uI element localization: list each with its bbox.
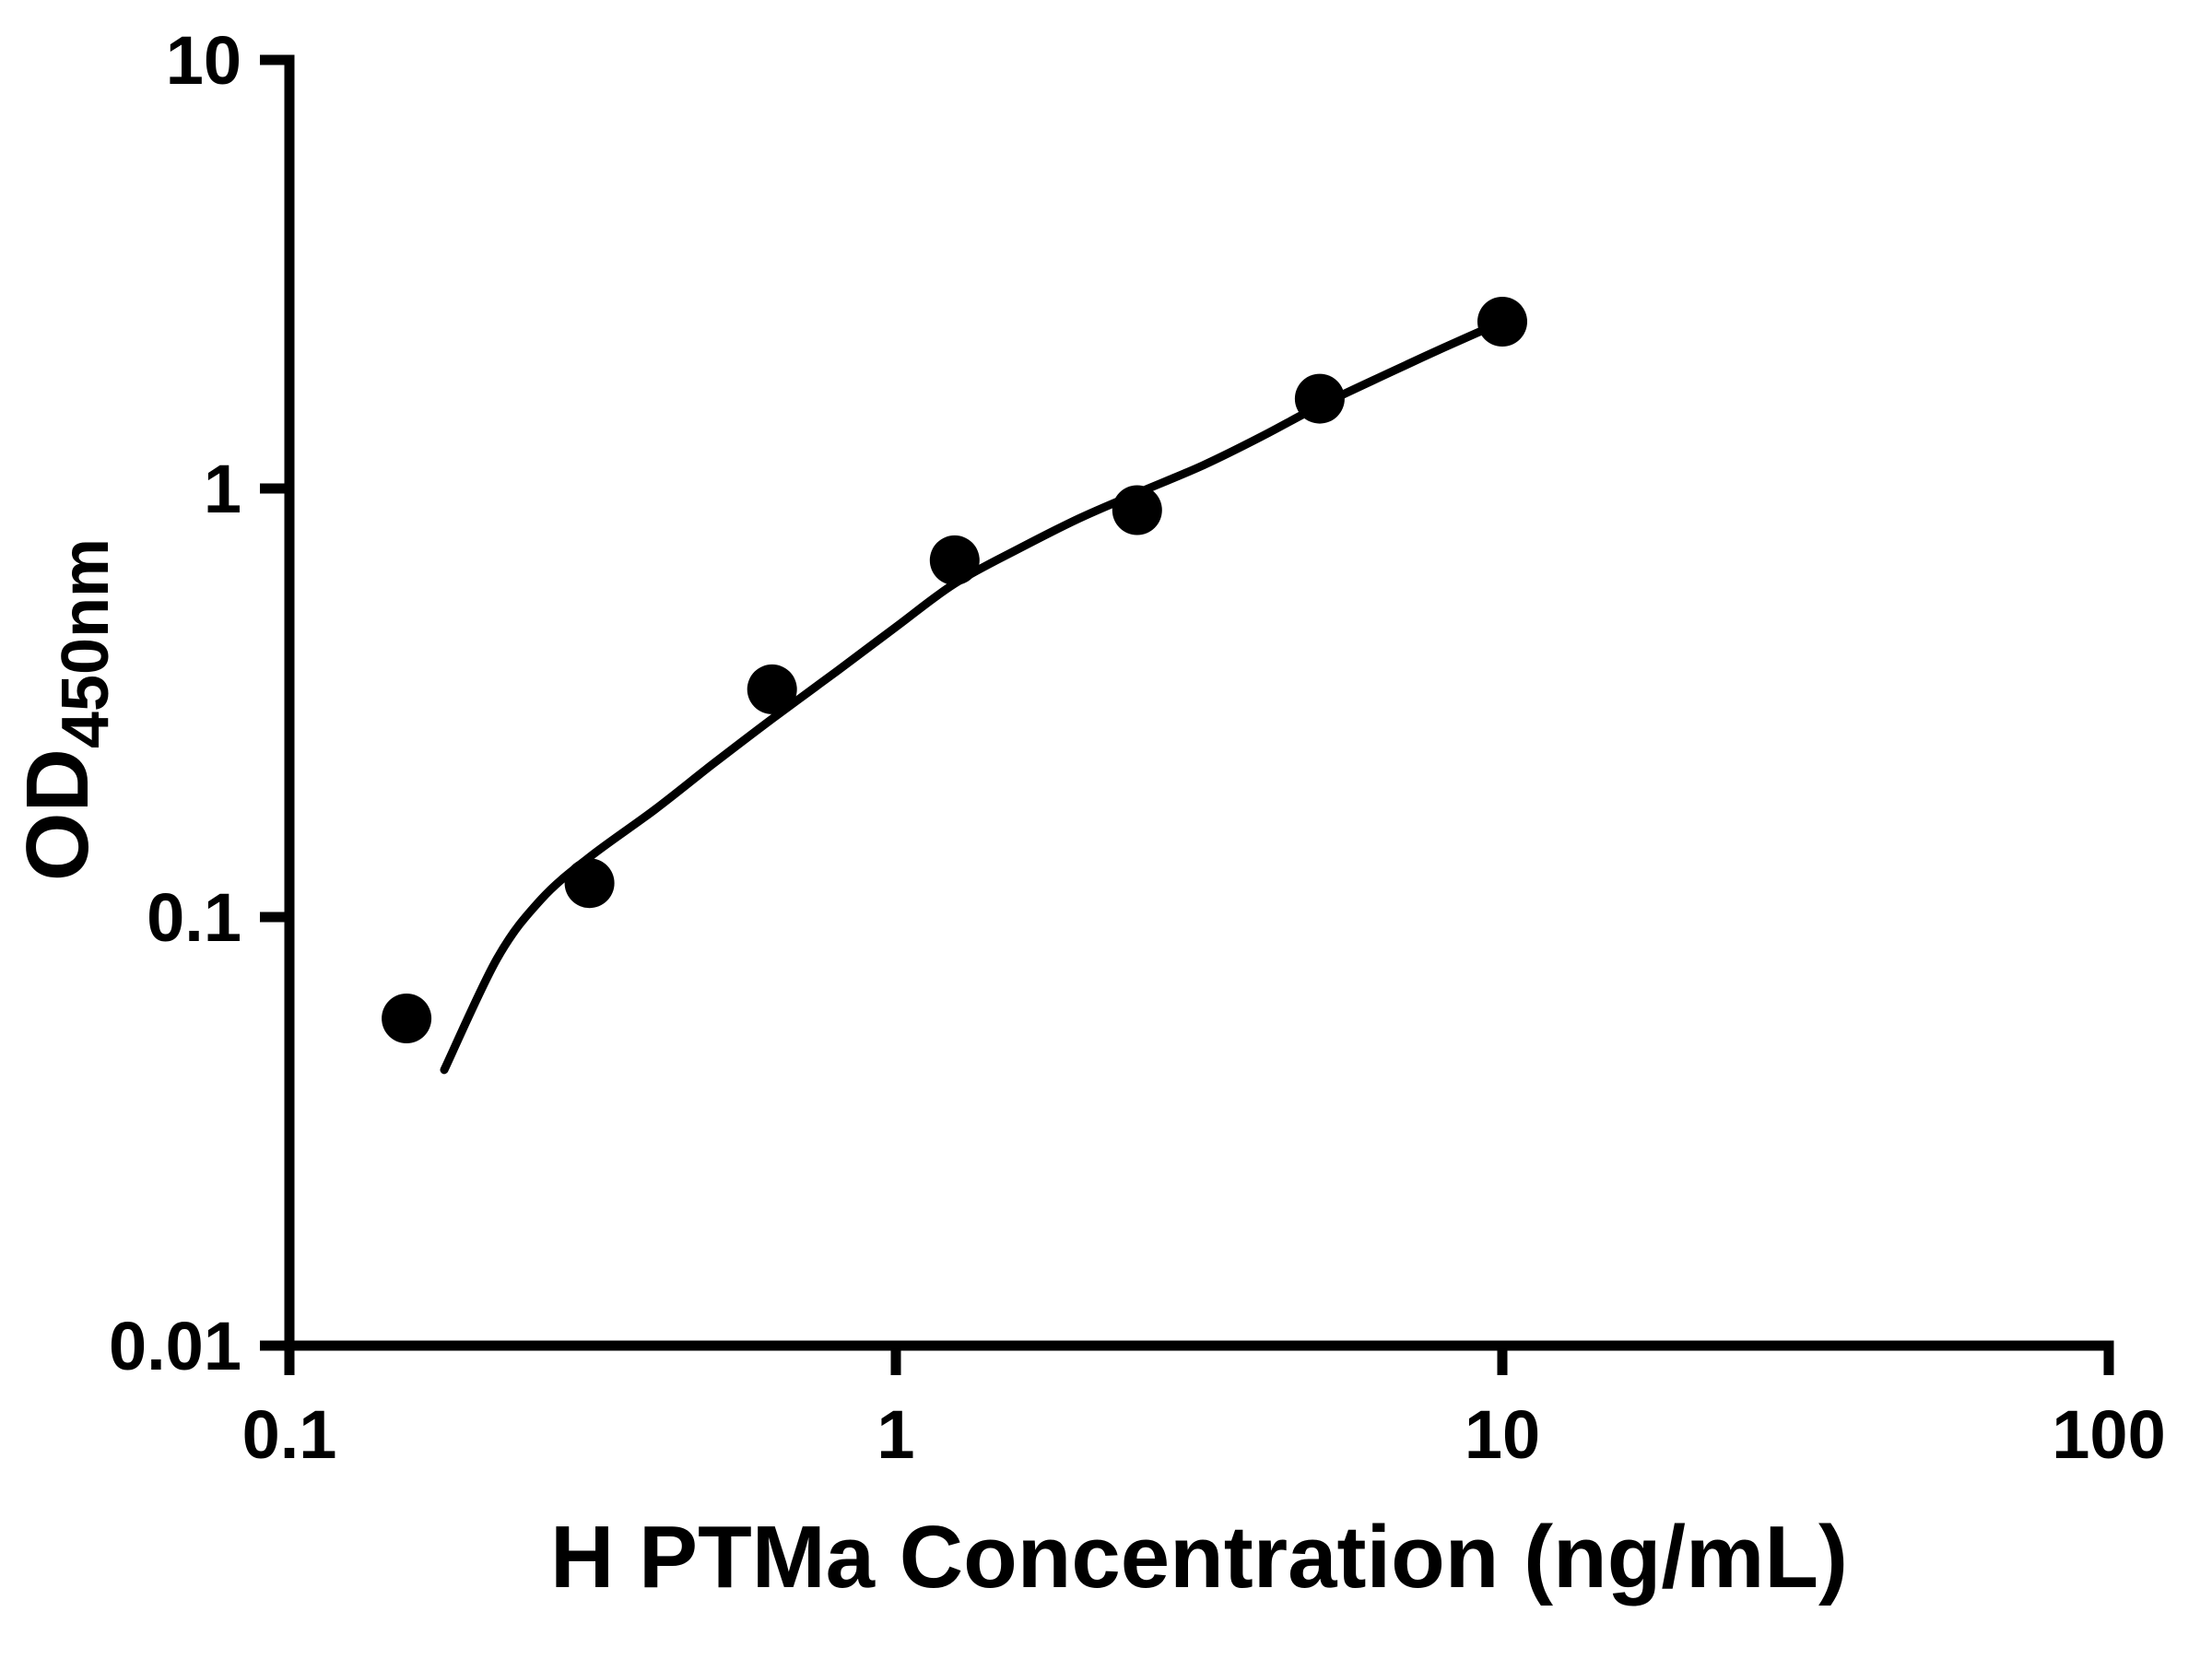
- data-point: [929, 535, 980, 585]
- y-tick-label: 10: [166, 22, 241, 99]
- y-tick-label: 1: [204, 451, 241, 527]
- data-point: [1477, 297, 1527, 347]
- x-tick-label: 1: [877, 1396, 914, 1473]
- y-tick-label: 0.1: [147, 879, 241, 956]
- data-point: [564, 858, 615, 909]
- x-tick-label: 10: [1465, 1396, 1540, 1473]
- y-axis-title-main: OD: [8, 748, 107, 881]
- data-series: [382, 297, 1527, 1075]
- data-point: [747, 664, 797, 714]
- x-tick-label: 100: [2052, 1396, 2165, 1473]
- fit-curve: [440, 317, 1507, 1075]
- data-point: [382, 994, 432, 1043]
- data-point: [1294, 373, 1345, 424]
- y-axis-title: OD450nm: [8, 538, 123, 881]
- data-point: [1112, 485, 1162, 535]
- y-tick-label: 0.01: [109, 1308, 241, 1384]
- axis-lines: [284, 54, 2114, 1351]
- y-axis-title-subscript: 450nm: [49, 538, 123, 748]
- x-tick-label: 0.1: [242, 1396, 337, 1473]
- x-axis-title: H PTMa Concentration (ng/mL): [550, 1508, 1848, 1606]
